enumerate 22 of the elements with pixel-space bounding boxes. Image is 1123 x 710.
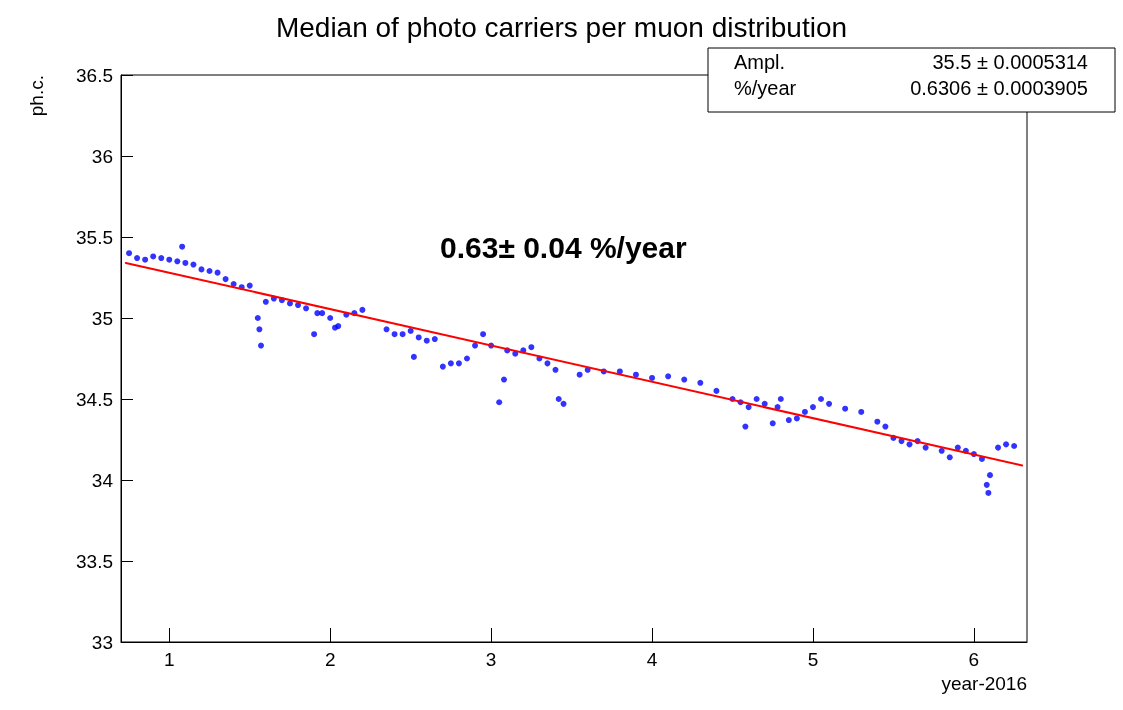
y-tick-label: 35 bbox=[91, 307, 113, 329]
x-tick-label: 4 bbox=[646, 649, 658, 670]
x-tick-label: 3 bbox=[485, 649, 497, 670]
x-tick-label: 5 bbox=[807, 649, 819, 670]
x-axis-title: year-2016 bbox=[941, 673, 1027, 694]
y-tick-label: 34.5 bbox=[76, 388, 113, 410]
y-tick-label: 36.5 bbox=[76, 64, 113, 86]
y-tick-label: 35.5 bbox=[76, 226, 113, 248]
y-tick-label: 33.5 bbox=[76, 550, 113, 572]
x-tick-label: 6 bbox=[968, 649, 980, 670]
annotation: 0.63± 0.04 %/year bbox=[440, 230, 687, 264]
x-tick-label: 1 bbox=[163, 649, 175, 670]
text: 35.5 ± 0.0005314 bbox=[932, 51, 1088, 73]
text: Ampl. bbox=[734, 51, 786, 73]
annotation: 0.6306 ± 0.0003905 bbox=[910, 77, 1088, 99]
y-tick-label: 34 bbox=[91, 469, 114, 491]
annotation: %/year bbox=[734, 77, 797, 99]
y-tick-label: 33 bbox=[91, 631, 113, 653]
x-tick-label: 2 bbox=[324, 649, 336, 670]
y-axis-title: ph.c. bbox=[26, 75, 47, 117]
y-tick-label: 36 bbox=[91, 145, 113, 167]
chart-title: Median of photo carriers per muon distribution bbox=[275, 11, 848, 43]
